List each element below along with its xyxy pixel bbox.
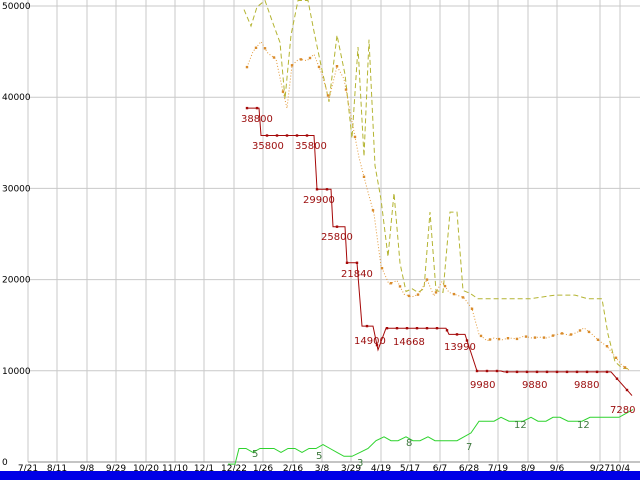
svg-text:9/27: 9/27 xyxy=(590,464,610,472)
price-labels: 38800 35800 35800 29900 25800 21840 14900 14668… xyxy=(241,114,635,416)
gridlines xyxy=(27,0,640,463)
svg-text:7/19: 7/19 xyxy=(488,464,508,472)
series-min-price xyxy=(245,106,633,396)
svg-text:6/7: 6/7 xyxy=(433,464,447,472)
svg-text:9880: 9880 xyxy=(522,380,547,391)
svg-text:38800: 38800 xyxy=(241,114,273,125)
series-store-count xyxy=(228,409,634,465)
bottom-scrollbar[interactable] xyxy=(0,471,640,480)
svg-text:7: 7 xyxy=(466,442,472,453)
svg-text:40000: 40000 xyxy=(2,93,31,103)
svg-text:10/4: 10/4 xyxy=(610,464,630,472)
svg-text:11/10: 11/10 xyxy=(162,464,188,472)
svg-text:30000: 30000 xyxy=(2,184,31,194)
svg-text:9980: 9980 xyxy=(470,380,495,391)
svg-text:7/21: 7/21 xyxy=(18,464,38,472)
count-labels: 5 5 3 8 7 12 12 xyxy=(252,420,590,469)
y-axis-labels: 0 10000 20000 30000 40000 50000 xyxy=(2,2,31,468)
svg-text:9/29: 9/29 xyxy=(106,464,126,472)
svg-text:12/1: 12/1 xyxy=(194,464,214,472)
svg-text:7280: 7280 xyxy=(610,405,635,416)
svg-text:25800: 25800 xyxy=(321,232,353,243)
svg-text:10/20: 10/20 xyxy=(133,464,159,472)
svg-text:5: 5 xyxy=(252,449,258,460)
svg-text:5: 5 xyxy=(316,451,322,462)
svg-text:35800: 35800 xyxy=(252,141,284,152)
series-avg-price xyxy=(245,40,631,372)
svg-text:8/9: 8/9 xyxy=(521,464,536,472)
svg-text:50000: 50000 xyxy=(2,2,31,12)
svg-text:6/28: 6/28 xyxy=(459,464,479,472)
svg-text:14668: 14668 xyxy=(393,337,425,348)
svg-text:12/22: 12/22 xyxy=(221,464,247,472)
svg-text:14900: 14900 xyxy=(354,336,386,347)
svg-text:10000: 10000 xyxy=(2,367,31,377)
svg-text:2/16: 2/16 xyxy=(283,464,303,472)
series-max-price xyxy=(243,0,632,370)
svg-text:12: 12 xyxy=(577,420,590,431)
svg-text:12: 12 xyxy=(514,420,527,431)
svg-text:8: 8 xyxy=(406,438,412,449)
svg-text:8/11: 8/11 xyxy=(47,464,67,472)
svg-text:9/6: 9/6 xyxy=(550,464,565,472)
svg-text:21840: 21840 xyxy=(341,269,373,280)
svg-text:13990: 13990 xyxy=(444,342,476,353)
svg-text:3: 3 xyxy=(357,458,363,469)
x-axis-labels: 7/21 8/11 9/8 9/29 10/20 11/10 12/1 12/22 1/26 2/… xyxy=(18,464,630,472)
svg-text:3/8: 3/8 xyxy=(315,464,330,472)
svg-text:1/26: 1/26 xyxy=(253,464,273,472)
svg-text:3/29: 3/29 xyxy=(341,464,361,472)
svg-text:9880: 9880 xyxy=(574,380,599,391)
svg-text:4/19: 4/19 xyxy=(371,464,391,472)
svg-text:5/17: 5/17 xyxy=(400,464,420,472)
svg-text:9/8: 9/8 xyxy=(80,464,95,472)
svg-text:0: 0 xyxy=(2,458,8,468)
svg-text:29900: 29900 xyxy=(303,195,335,206)
svg-text:20000: 20000 xyxy=(2,276,31,286)
svg-text:35800: 35800 xyxy=(295,141,327,152)
